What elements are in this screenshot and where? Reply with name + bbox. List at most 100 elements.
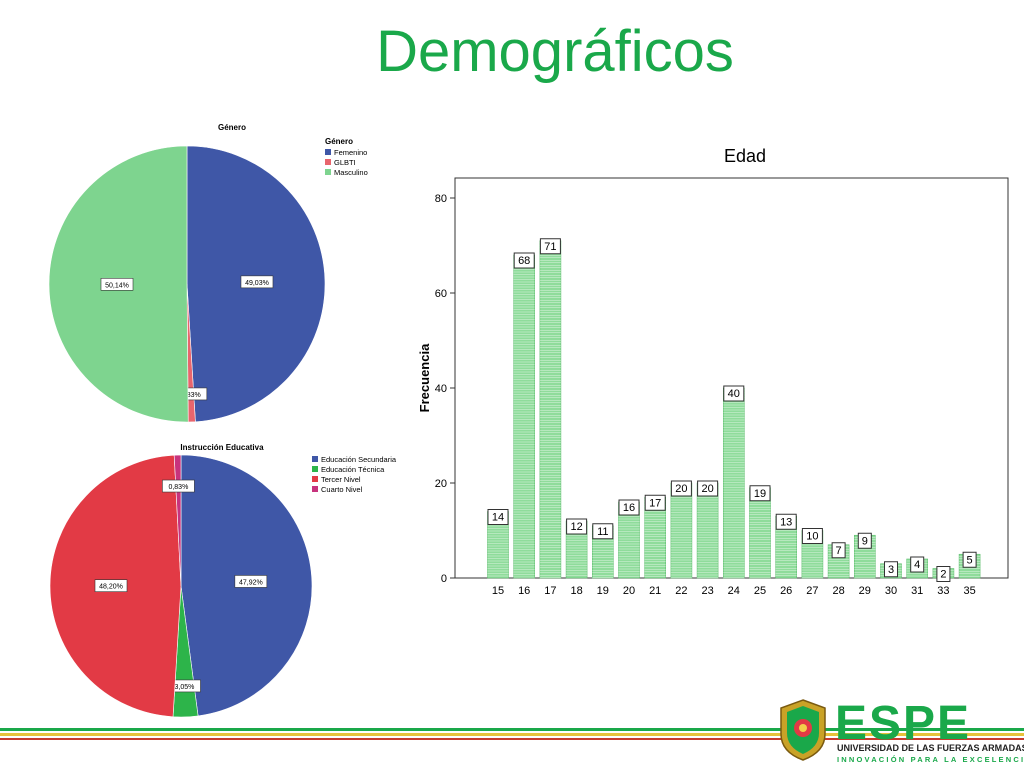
bar-label-box [775, 513, 797, 530]
y-tick-label: 20 [435, 478, 447, 490]
pie-title: Instrucción Educativa [180, 443, 264, 452]
bar-label-box [697, 480, 719, 497]
pie-data-label: 48,20% [99, 584, 123, 591]
bar-data-label: 20 [675, 483, 687, 495]
espe-brand: ESPE [835, 697, 972, 750]
education-pie-chart: Instrucción Educativa 47,92% 3,05% 48,20% 0,… [49, 443, 397, 718]
pie-label-box [162, 479, 195, 493]
x-tick-label: 22 [675, 585, 687, 597]
bar-data-label: 40 [728, 388, 740, 400]
y-tick-label: 0 [441, 573, 447, 585]
legend-label: Educación Secundaria [321, 455, 397, 464]
pie-title: Género [218, 123, 246, 132]
legend-label: Tercer Nivel [321, 475, 361, 484]
pie-data-label: 47,92% [239, 579, 263, 586]
footer-stripe-red [0, 738, 1024, 740]
bar-data-label: 71 [544, 241, 556, 253]
pie-label-box [240, 275, 274, 289]
footer-stripe-green [0, 728, 1024, 731]
pie-label-box [94, 579, 128, 592]
bar-data-label: 68 [518, 255, 530, 267]
x-tick-label: 29 [859, 585, 871, 597]
bar-label-box [857, 532, 872, 549]
bar [539, 240, 562, 579]
bar-label-box [670, 480, 692, 497]
bar-data-label: 14 [492, 512, 504, 524]
legend-label: Cuarto Nivel [321, 485, 363, 494]
espe-line1: UNIVERSIDAD DE LAS FUERZAS ARMADAS [837, 743, 1024, 753]
legend-swatch [312, 456, 318, 462]
x-tick-label: 26 [780, 585, 792, 597]
x-tick-label: 33 [937, 585, 949, 597]
bar-data-label: 9 [862, 535, 868, 547]
bar-data-label: 16 [623, 502, 635, 514]
x-tick-label: 27 [806, 585, 818, 597]
bar-data-label: 4 [914, 559, 920, 571]
x-tick-label: 35 [963, 585, 975, 597]
x-tick-label: 18 [570, 585, 582, 597]
bar-label-box [801, 528, 823, 544]
x-tick-label: 19 [597, 585, 609, 597]
x-tick-label: 23 [701, 585, 713, 597]
y-tick-label: 60 [435, 288, 447, 300]
bar-label-box [644, 494, 666, 511]
crest-icon [780, 699, 826, 761]
age-bar-chart: Edad 0 20 40 60 80 Frecuencia 14 15 68 16 71 17 12 18 1… [417, 146, 1009, 597]
bar-label-box [910, 556, 925, 573]
gender-pie-chart: Género 49,03% 0,83% 50,14% Género FemeninoGLB… [48, 123, 368, 423]
y-tick-label: 80 [435, 193, 447, 205]
legend-swatch [325, 159, 331, 165]
x-tick-label: 30 [885, 585, 897, 597]
bar-label-box [749, 485, 771, 502]
x-tick-label: 15 [492, 585, 504, 597]
legend-label: Educación Técnica [321, 465, 385, 474]
espe-logo: ESPE UNIVERSIDAD DE LAS FUERZAS ARMADAS … [775, 696, 1024, 766]
espe-line2: INNOVACIÓN PARA LA EXCELENCIA [837, 755, 1024, 764]
y-tick-label: 40 [435, 383, 447, 395]
bar-label-box [723, 385, 745, 402]
bar-label-box [936, 566, 951, 582]
legend-title: Género [325, 137, 353, 146]
legend-swatch [325, 169, 331, 175]
slide-title: Demográficos [376, 19, 734, 84]
x-tick-label: 16 [518, 585, 530, 597]
legend-swatch [312, 466, 318, 472]
pie-data-label: 49,03% [245, 280, 269, 287]
x-tick-label: 25 [754, 585, 766, 597]
legend-label: Femenino [334, 148, 367, 157]
legend-label: Masculino [334, 168, 368, 177]
bar [722, 387, 745, 579]
bar-label-box [884, 561, 898, 578]
pie-label-box [234, 575, 268, 588]
bar-data-label: 12 [570, 521, 582, 533]
bar-data-label: 13 [780, 516, 792, 528]
x-tick-label: 31 [911, 585, 923, 597]
y-axis-label: Frecuencia [417, 343, 432, 412]
bar-label-box [539, 238, 561, 255]
x-tick-label: 28 [832, 585, 844, 597]
pie-data-label: 3,05% [175, 684, 195, 691]
x-tick-label: 20 [623, 585, 635, 597]
legend-label: GLBTI [334, 158, 356, 167]
legend-swatch [312, 476, 318, 482]
x-tick-label: 17 [544, 585, 556, 597]
bar-data-label: 2 [940, 569, 946, 581]
bar-chart-title: Edad [724, 146, 766, 166]
bar-data-label: 5 [967, 554, 973, 566]
pie-data-label: 50,14% [105, 282, 129, 289]
legend-swatch [325, 149, 331, 155]
bar-label-box [513, 252, 535, 269]
bar-label-box [487, 509, 509, 525]
bar-label-box [831, 542, 846, 559]
bar-data-label: 19 [754, 488, 766, 500]
bar-data-label: 3 [888, 564, 894, 576]
bar-label-box [962, 551, 977, 568]
bar-data-label: 10 [806, 531, 818, 543]
pie-data-label: 0,83% [168, 484, 188, 491]
footer-stripe-yellow [0, 733, 1024, 736]
bar-label-box [592, 523, 614, 540]
legend-swatch [312, 486, 318, 492]
x-tick-label: 24 [728, 585, 740, 597]
x-tick-label: 21 [649, 585, 661, 597]
pie-data-label: 0,83% [181, 392, 201, 399]
